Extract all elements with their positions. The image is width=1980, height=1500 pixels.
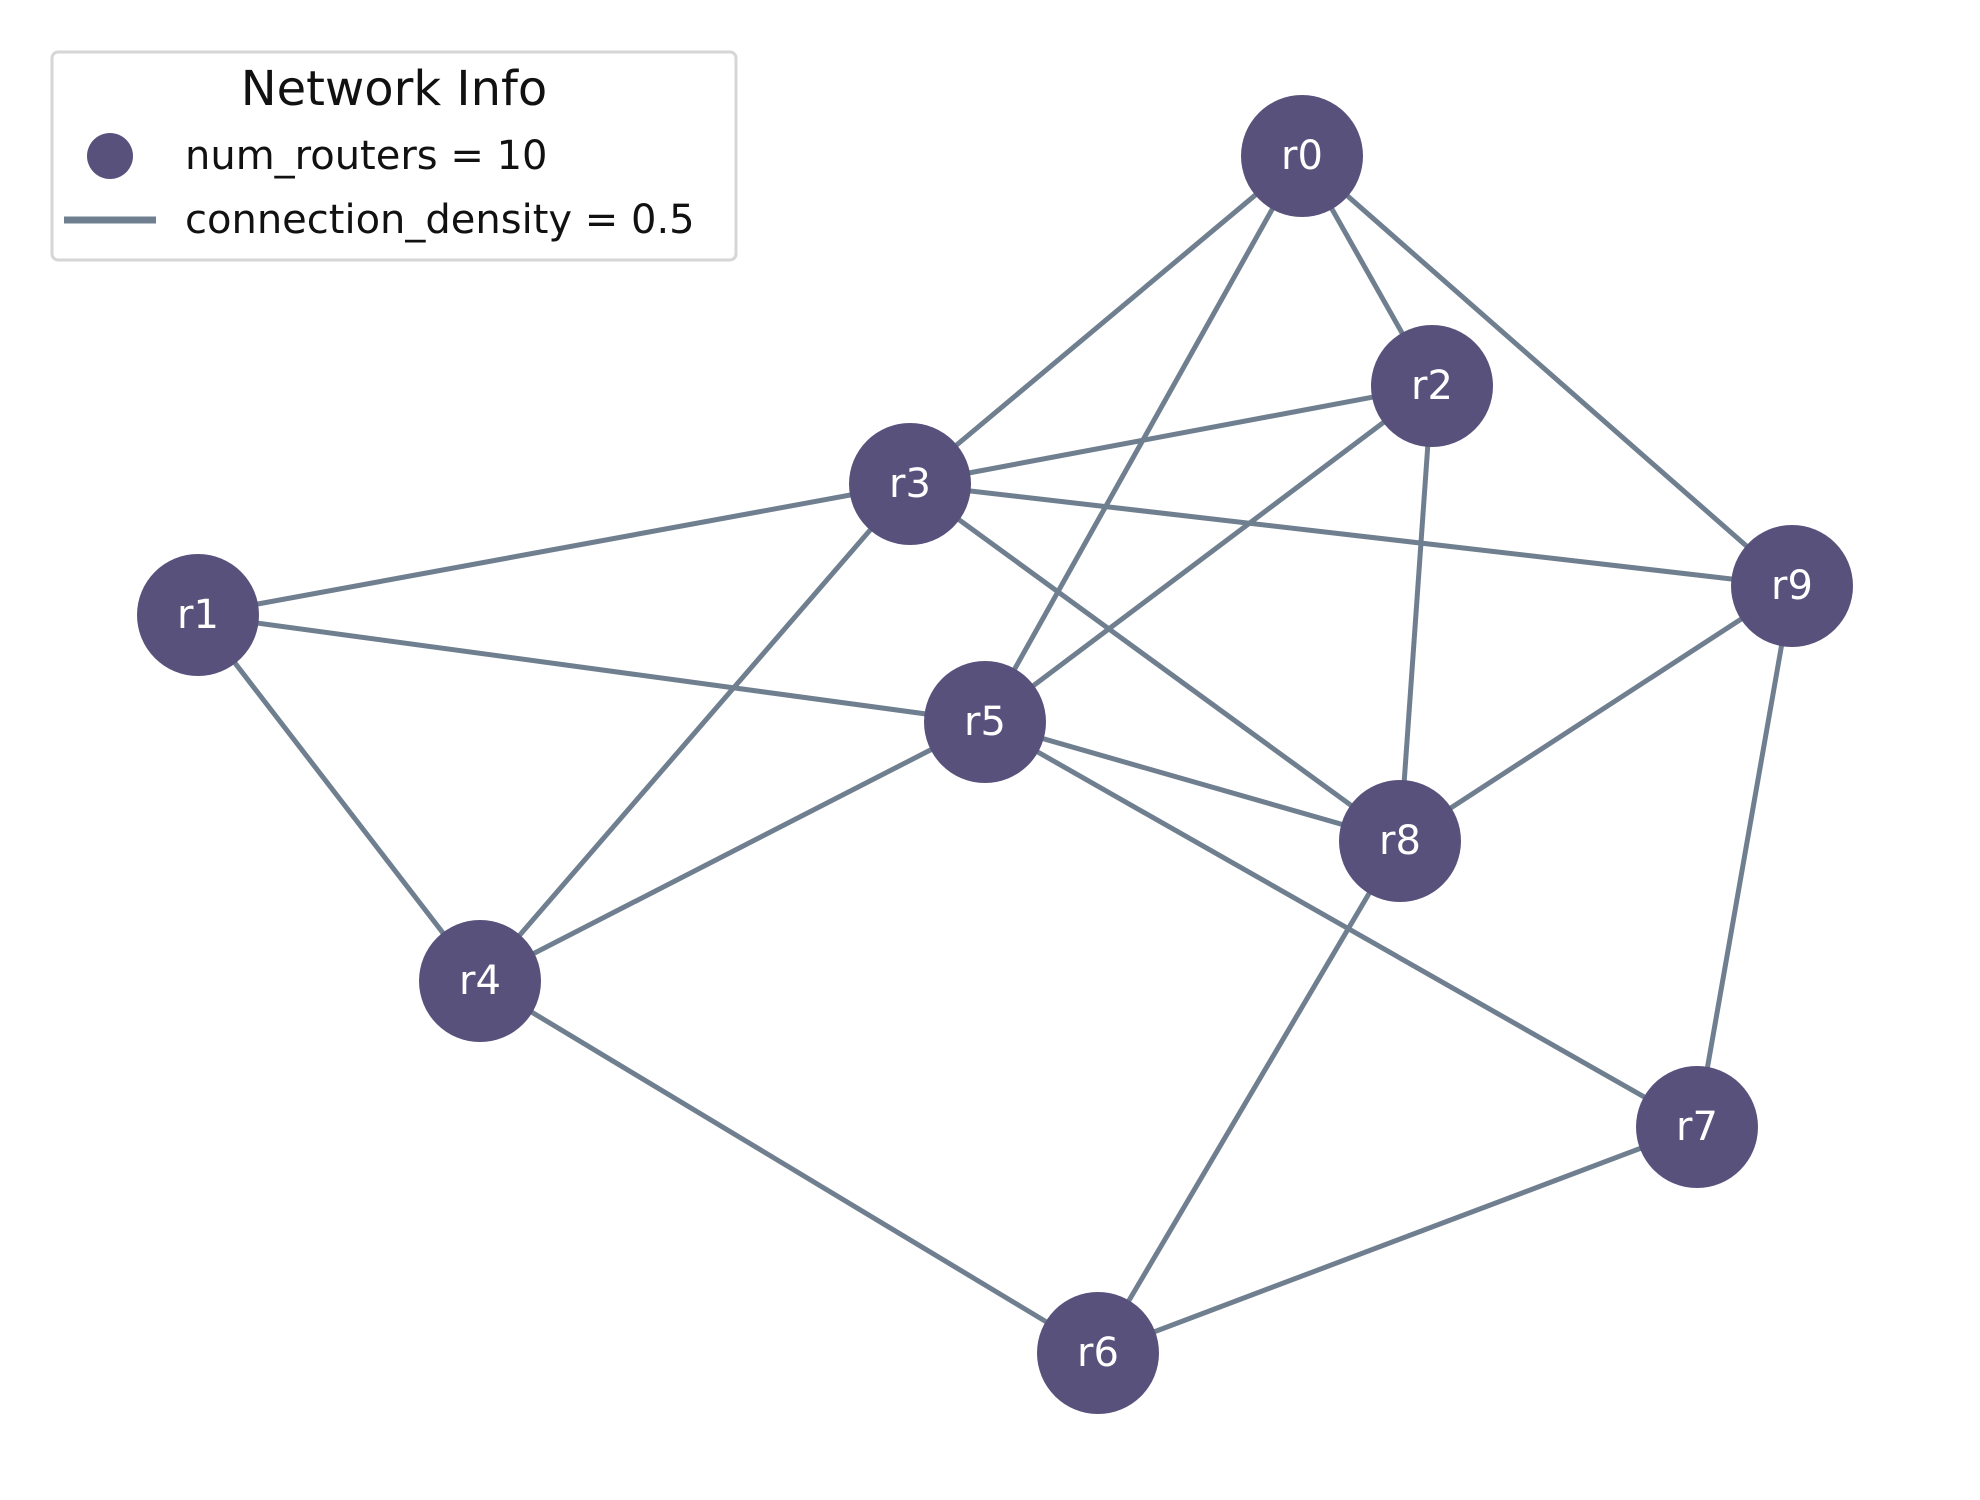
node-label-r0: r0	[1281, 133, 1323, 179]
edge-r2-r8	[1397, 385, 1435, 842]
node-label-r2: r2	[1411, 363, 1453, 409]
node-label-r6: r6	[1077, 1330, 1119, 1376]
node-r1: r1	[137, 554, 259, 676]
edge-r9-r8	[1398, 583, 1794, 844]
node-r9: r9	[1731, 525, 1853, 647]
node-r5: r5	[924, 661, 1046, 783]
node-label-r9: r9	[1771, 563, 1813, 609]
edge-r5-r8	[984, 719, 1401, 844]
edge-r1-r4	[196, 613, 482, 983]
edge-r3-r4	[478, 482, 912, 983]
edge-r6-r7	[1097, 1124, 1698, 1356]
node-r2: r2	[1371, 325, 1493, 447]
node-circle-r9	[1731, 525, 1853, 647]
legend-title: Network Info	[241, 61, 548, 117]
node-circle-r1	[137, 554, 259, 676]
node-r3: r3	[849, 423, 971, 545]
nodes-layer: r0 r1 r2 r3 r4 r5 r6 r7 r8 r9	[137, 95, 1853, 1414]
legend-node-marker-icon	[87, 133, 133, 179]
node-label-r3: r3	[889, 461, 931, 507]
legend: Network Info num_routers = 10 connection…	[50, 50, 738, 262]
edge-r3-r9	[909, 481, 1793, 589]
node-circle-r2	[1371, 325, 1493, 447]
node-circle-r0	[1241, 95, 1363, 217]
node-r8: r8	[1339, 780, 1461, 902]
node-circle-r7	[1636, 1066, 1758, 1188]
edge-r2-r3	[909, 383, 1433, 487]
legend-edge-entry: connection_density = 0.5	[185, 197, 695, 243]
edge-r8-r6	[1095, 839, 1403, 1355]
node-label-r7: r7	[1676, 1104, 1718, 1150]
edge-r1-r5	[197, 612, 986, 725]
node-r7: r7	[1636, 1066, 1758, 1188]
node-circle-r4	[419, 920, 541, 1042]
node-circle-r8	[1339, 780, 1461, 902]
node-label-r8: r8	[1379, 818, 1421, 864]
node-r6: r6	[1037, 1292, 1159, 1414]
edge-r5-r7	[983, 719, 1699, 1130]
node-circle-r5	[924, 661, 1046, 783]
edge-r3-r8	[908, 481, 1402, 844]
node-circle-r6	[1037, 1292, 1159, 1414]
edge-r0-r9	[1300, 154, 1794, 588]
node-circle-r3	[849, 423, 971, 545]
node-label-r1: r1	[177, 592, 219, 638]
edge-r0-r3	[908, 154, 1304, 486]
legend-box	[50, 50, 738, 262]
node-r4: r4	[419, 920, 541, 1042]
edge-r3-r1	[197, 481, 911, 618]
edge-r9-r7	[1694, 585, 1795, 1128]
edge-r5-r4	[478, 719, 987, 984]
node-label-r4: r4	[459, 958, 501, 1004]
edges-layer	[196, 154, 1795, 1356]
edge-r4-r6	[478, 978, 1100, 1356]
node-r0: r0	[1241, 95, 1363, 217]
node-label-r5: r5	[964, 699, 1006, 745]
edge-r2-r5	[983, 384, 1434, 724]
legend-node-entry: num_routers = 10	[185, 133, 547, 179]
